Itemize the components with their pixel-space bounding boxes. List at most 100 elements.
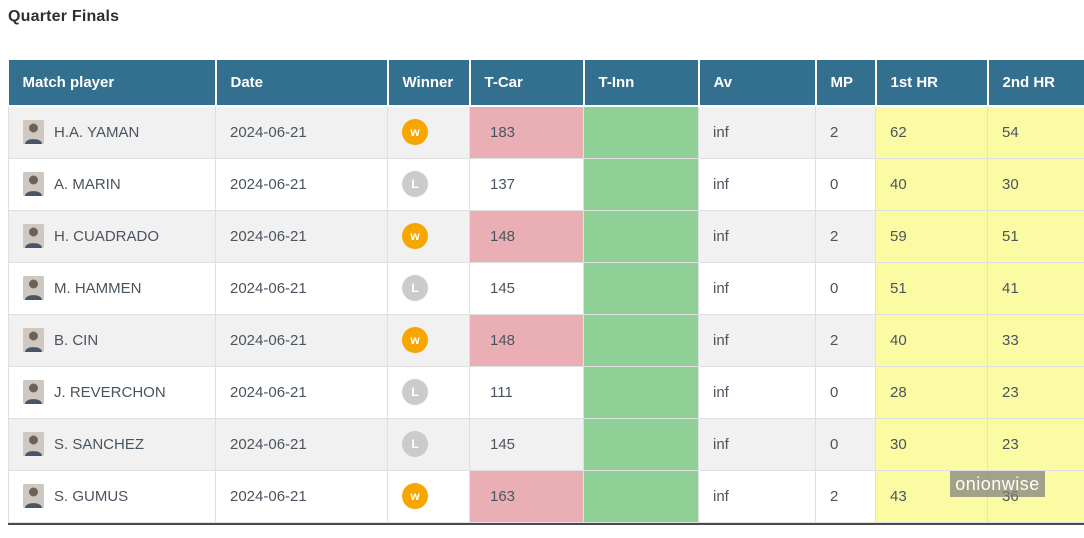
t-car-cell: 145 [469, 417, 584, 471]
t-inn-cell [583, 365, 699, 419]
t-car-cell: 111 [469, 365, 584, 419]
winner-cell: W [387, 313, 470, 367]
player-avatar-icon [23, 172, 44, 196]
player-cell: S. SANCHEZ [8, 417, 216, 471]
player-cell: J. REVERCHON [8, 365, 216, 419]
t-inn-cell [583, 261, 699, 315]
second-hr-cell: 30 [987, 157, 1084, 211]
table-row: M. HAMMEN 2024-06-21 L 145 inf 0 51 41 [8, 261, 1084, 315]
av-cell: inf [698, 261, 816, 315]
t-inn-cell [583, 157, 699, 211]
player-avatar-icon [23, 120, 44, 145]
second-hr-cell: 33 [987, 313, 1084, 367]
player-name: H. CUADRADO [54, 227, 160, 245]
loser-badge-icon: L [402, 379, 428, 405]
table-row: A. MARIN 2024-06-21 L 137 inf 0 40 30 [8, 157, 1084, 211]
loser-badge-icon: L [402, 171, 428, 197]
mp-cell: 0 [815, 417, 876, 471]
date-cell: 2024-06-21 [215, 261, 388, 315]
header-2nd-hr: 2nd HR [987, 60, 1084, 107]
player-cell: B. CIN [8, 313, 216, 367]
page-title: Quarter Finals [8, 8, 120, 25]
header-t-inn: T-Inn [583, 60, 700, 107]
t-inn-cell [583, 105, 699, 159]
winner-cell: W [387, 209, 470, 263]
player-name: B. CIN [54, 331, 99, 349]
mp-cell: 0 [815, 157, 876, 211]
table-row: H.A. YAMAN 2024-06-21 W 183 inf 2 62 54 [8, 105, 1084, 159]
player-name: M. HAMMEN [54, 279, 142, 297]
header-mp: MP [815, 60, 877, 107]
t-car-cell: 183 [469, 105, 584, 159]
date-cell: 2024-06-21 [215, 365, 388, 419]
winner-badge-icon: W [402, 483, 428, 509]
table-header-row: Match player Date Winner T-Car T-Inn Av … [8, 60, 1084, 107]
t-car-cell: 148 [469, 313, 584, 367]
player-name: J. REVERCHON [54, 383, 166, 401]
player-avatar-icon [23, 484, 44, 508]
header-t-car: T-Car [469, 60, 585, 107]
t-inn-cell [583, 313, 699, 367]
loser-badge-icon: L [402, 275, 428, 301]
mp-cell: 2 [815, 209, 876, 263]
player-cell: H. CUADRADO [8, 209, 216, 263]
player-avatar-icon [23, 276, 44, 300]
t-car-cell: 145 [469, 261, 584, 315]
winner-cell: L [387, 417, 470, 471]
av-cell: inf [698, 417, 816, 471]
t-inn-cell [583, 417, 699, 471]
results-table-container: Match player Date Winner T-Car T-Inn Av … [8, 60, 1084, 525]
winner-cell: L [387, 365, 470, 419]
mp-cell: 2 [815, 469, 876, 523]
second-hr-cell: 23 [987, 365, 1084, 419]
player-name: S. SANCHEZ [54, 435, 145, 453]
first-hr-cell: 40 [875, 313, 988, 367]
player-avatar-icon [23, 328, 44, 352]
header-match-player: Match player [8, 60, 217, 107]
av-cell: inf [698, 157, 816, 211]
av-cell: inf [698, 365, 816, 419]
loser-badge-icon: L [402, 431, 428, 457]
table-row: H. CUADRADO 2024-06-21 W 148 inf 2 59 51 [8, 209, 1084, 263]
table-row: J. REVERCHON 2024-06-21 L 111 inf 0 28 23 [8, 365, 1084, 419]
t-car-cell: 163 [469, 469, 584, 523]
date-cell: 2024-06-21 [215, 313, 388, 367]
player-avatar-icon [23, 380, 44, 404]
player-cell: A. MARIN [8, 157, 216, 211]
mp-cell: 2 [815, 313, 876, 367]
results-table: Match player Date Winner T-Car T-Inn Av … [8, 60, 1084, 523]
second-hr-cell: 41 [987, 261, 1084, 315]
t-car-cell: 148 [469, 209, 584, 263]
header-winner: Winner [387, 60, 471, 107]
player-name: A. MARIN [54, 175, 121, 193]
player-cell: H.A. YAMAN [8, 105, 216, 159]
winner-cell: L [387, 157, 470, 211]
player-avatar-icon [23, 224, 44, 248]
second-hr-cell: 51 [987, 209, 1084, 263]
header-av: Av [698, 60, 817, 107]
header-date: Date [215, 60, 389, 107]
table-row: B. CIN 2024-06-21 W 148 inf 2 40 33 [8, 313, 1084, 367]
player-name: S. GUMUS [54, 487, 129, 505]
mp-cell: 2 [815, 105, 876, 159]
mp-cell: 0 [815, 261, 876, 315]
watermark: onionwise [950, 471, 1045, 497]
av-cell: inf [698, 209, 816, 263]
winner-cell: L [387, 261, 470, 315]
t-inn-cell [583, 209, 699, 263]
first-hr-cell: 62 [875, 105, 988, 159]
second-hr-cell: 23 [987, 417, 1084, 471]
first-hr-cell: 59 [875, 209, 988, 263]
av-cell: inf [698, 313, 816, 367]
winner-badge-icon: W [402, 327, 428, 353]
winner-badge-icon: W [402, 223, 428, 249]
date-cell: 2024-06-21 [215, 417, 388, 471]
player-name: H.A. YAMAN [54, 123, 140, 141]
first-hr-cell: 51 [875, 261, 988, 315]
av-cell: inf [698, 105, 816, 159]
date-cell: 2024-06-21 [215, 209, 388, 263]
date-cell: 2024-06-21 [215, 105, 388, 159]
second-hr-cell: 54 [987, 105, 1084, 159]
player-avatar-icon [23, 432, 44, 456]
